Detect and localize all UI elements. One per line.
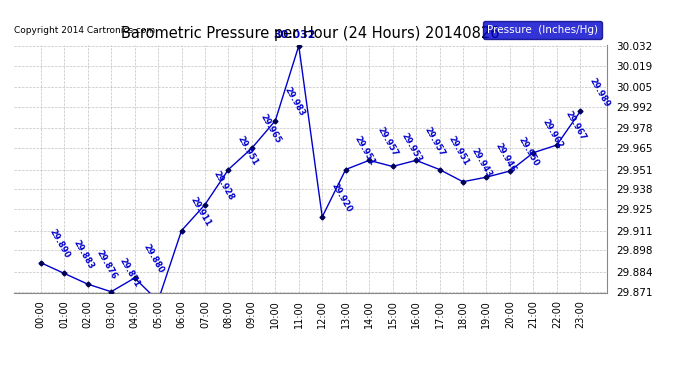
Text: 29.983: 29.983 — [282, 86, 306, 118]
Text: 29.953: 29.953 — [400, 131, 424, 164]
Text: 29.946: 29.946 — [493, 142, 518, 174]
Text: 29.880: 29.880 — [141, 243, 166, 275]
Text: 29.951: 29.951 — [353, 134, 377, 167]
Text: 29.965: 29.965 — [259, 113, 283, 146]
Text: 29.871: 29.871 — [118, 256, 142, 289]
Text: 29.928: 29.928 — [212, 170, 236, 202]
Text: 29.951: 29.951 — [446, 134, 471, 167]
Text: 29.951: 29.951 — [235, 134, 259, 167]
Text: 29.943: 29.943 — [470, 147, 494, 179]
Text: 29.890: 29.890 — [48, 228, 72, 260]
Text: 29.865: 29.865 — [0, 374, 1, 375]
Text: 29.989: 29.989 — [587, 76, 611, 109]
Text: 29.876: 29.876 — [95, 249, 119, 281]
Text: 29.962: 29.962 — [540, 117, 564, 150]
Text: 30.032: 30.032 — [273, 30, 316, 40]
Text: 29.911: 29.911 — [188, 195, 213, 228]
Text: 29.957: 29.957 — [423, 125, 447, 158]
Text: 29.957: 29.957 — [376, 125, 400, 158]
Text: Copyright 2014 Cartronics.com: Copyright 2014 Cartronics.com — [14, 26, 155, 35]
Legend: Pressure  (Inches/Hg): Pressure (Inches/Hg) — [483, 21, 602, 39]
Text: 29.920: 29.920 — [329, 182, 353, 214]
Title: Barometric Pressure per Hour (24 Hours) 20140826: Barometric Pressure per Hour (24 Hours) … — [121, 26, 500, 41]
Text: 29.883: 29.883 — [71, 238, 95, 271]
Text: 29.950: 29.950 — [517, 136, 541, 168]
Text: 29.967: 29.967 — [564, 110, 588, 142]
